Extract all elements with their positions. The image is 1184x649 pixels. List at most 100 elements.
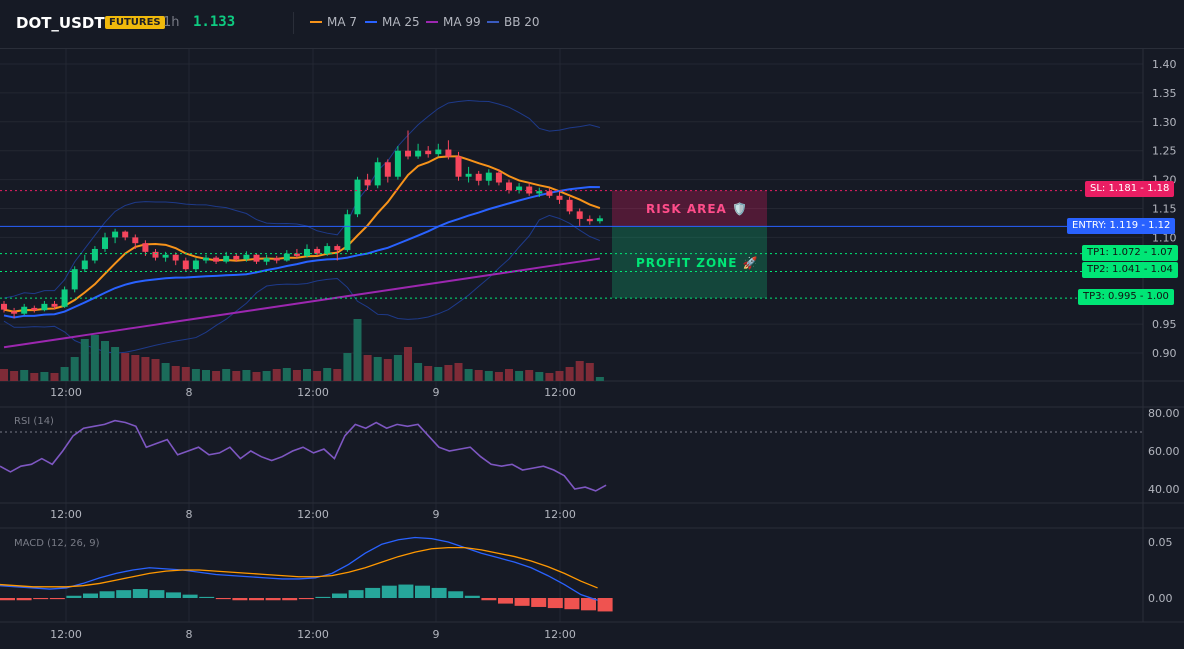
volume-bar (30, 373, 39, 381)
sl-label: SL: 1.181 (1090, 183, 1138, 194)
price-tick: 1.35 (1152, 87, 1177, 100)
candle-body (213, 257, 220, 262)
price-tick: 0.90 (1152, 347, 1177, 360)
volume-bar (555, 371, 564, 381)
macd-hist-bar (547, 598, 563, 609)
macd-pane: MACD (12, 26, 9) 0.05 0.00 (0, 536, 1173, 612)
volume-bar (585, 363, 594, 381)
macd-hist-bar (132, 589, 148, 598)
volume-bar (292, 370, 301, 381)
volume-bar (202, 370, 210, 381)
volume-bar (111, 347, 120, 381)
symbol-name[interactable]: DOT_USDT (16, 14, 105, 32)
tp3-label: TP3: 0.995 (1083, 291, 1137, 302)
volume-bar (454, 363, 463, 381)
candle-body (71, 269, 78, 290)
volume-bar (40, 372, 49, 381)
volume-bar (525, 370, 534, 381)
candle-body (172, 254, 179, 261)
volume-bar (323, 368, 332, 381)
macd-hist-bar (49, 598, 65, 600)
profit-zone-box (612, 226, 767, 299)
volume-bar (535, 372, 544, 381)
candle-body (455, 156, 462, 177)
volume-bar (161, 363, 170, 381)
volume-bar (232, 371, 241, 381)
macd-hist-bar (249, 598, 264, 601)
volume-bar (151, 359, 160, 381)
volume-bar (20, 370, 29, 381)
volume-bar (0, 369, 8, 381)
volume-bar (404, 347, 412, 381)
ma7-line (3, 155, 601, 313)
macd-hist-bar (581, 598, 596, 611)
chart-header: DOT_USDT FUTURES 1h 1.133 MA 7 MA 25 MA … (0, 0, 1184, 49)
volume-bar (101, 341, 109, 381)
volume-bar (212, 371, 221, 381)
macd-hist-bar (564, 598, 580, 610)
grid (0, 48, 1184, 623)
volume-bar (242, 370, 251, 381)
bb-upper-line (3, 99, 601, 299)
volume-bar (494, 372, 503, 381)
volume-bar (515, 371, 524, 381)
header-divider (293, 12, 294, 34)
macd-hist-bar (265, 598, 281, 601)
macd-hist-bar (597, 598, 613, 612)
macd-hist-bar (365, 587, 381, 598)
candle-body (304, 248, 310, 256)
macd-hist-bar (16, 598, 32, 601)
volume-bar (545, 373, 554, 381)
candle-body (21, 306, 28, 314)
tp1-tag: TP1: 1.072 - 1.07 (1082, 245, 1178, 261)
rsi-line (0, 419, 607, 492)
timeframe[interactable]: 1h (163, 15, 180, 30)
entry-value: 1.12 (1148, 220, 1171, 231)
candle-body (122, 231, 129, 238)
volume-bar (131, 355, 140, 381)
candle-body (142, 243, 149, 252)
level-lines (0, 190, 1143, 299)
volume-bar (262, 371, 271, 381)
candle-body (263, 258, 270, 262)
legend-ma99[interactable]: MA 99 (426, 15, 481, 29)
volume-bar (90, 335, 99, 381)
volume-bar (575, 361, 584, 381)
candle-body (1, 303, 7, 310)
macd-hist-bar (448, 591, 464, 598)
time-tick: 9 (433, 386, 440, 399)
volume-bar (10, 371, 19, 381)
ma25-swatch (365, 21, 377, 23)
volume-bar (363, 355, 372, 381)
macd-hist-bar (99, 591, 115, 598)
axes: 1.401.351.301.251.201.151.100.950.9012:0… (50, 58, 1176, 641)
legend-bb20[interactable]: BB 20 (487, 15, 540, 29)
candle-body (334, 246, 341, 251)
ma99-swatch (426, 21, 438, 23)
candle-body (576, 211, 583, 219)
sl-value: 1.18 (1147, 183, 1170, 194)
candle-body (273, 258, 280, 261)
candle-body (546, 191, 553, 196)
candle-body (31, 307, 38, 311)
macd-hist-bar (498, 598, 513, 604)
volume-bar (313, 371, 322, 381)
legend-ma7[interactable]: MA 7 (310, 15, 357, 29)
macd-hist-bar (315, 596, 331, 598)
candle-body (485, 172, 492, 181)
volume-bar (272, 369, 281, 381)
volume-bar (282, 368, 291, 381)
legend-ma25[interactable]: MA 25 (365, 15, 420, 29)
candle-body (324, 246, 331, 254)
tp3-tag: TP3: 0.995 - 1.00 (1078, 289, 1174, 305)
tp2-value: 1.04 (1150, 264, 1173, 275)
volume-bar (191, 369, 200, 381)
rsi-tick: 40.00 (1148, 483, 1180, 496)
macd-hist-bar (464, 595, 480, 598)
volume-bar (252, 372, 261, 381)
price-tick: 1.10 (1152, 231, 1177, 244)
candle-body (51, 303, 58, 307)
profit-zone-label: PROFIT ZONE 🚀 (636, 256, 759, 270)
candle-body (465, 173, 472, 177)
